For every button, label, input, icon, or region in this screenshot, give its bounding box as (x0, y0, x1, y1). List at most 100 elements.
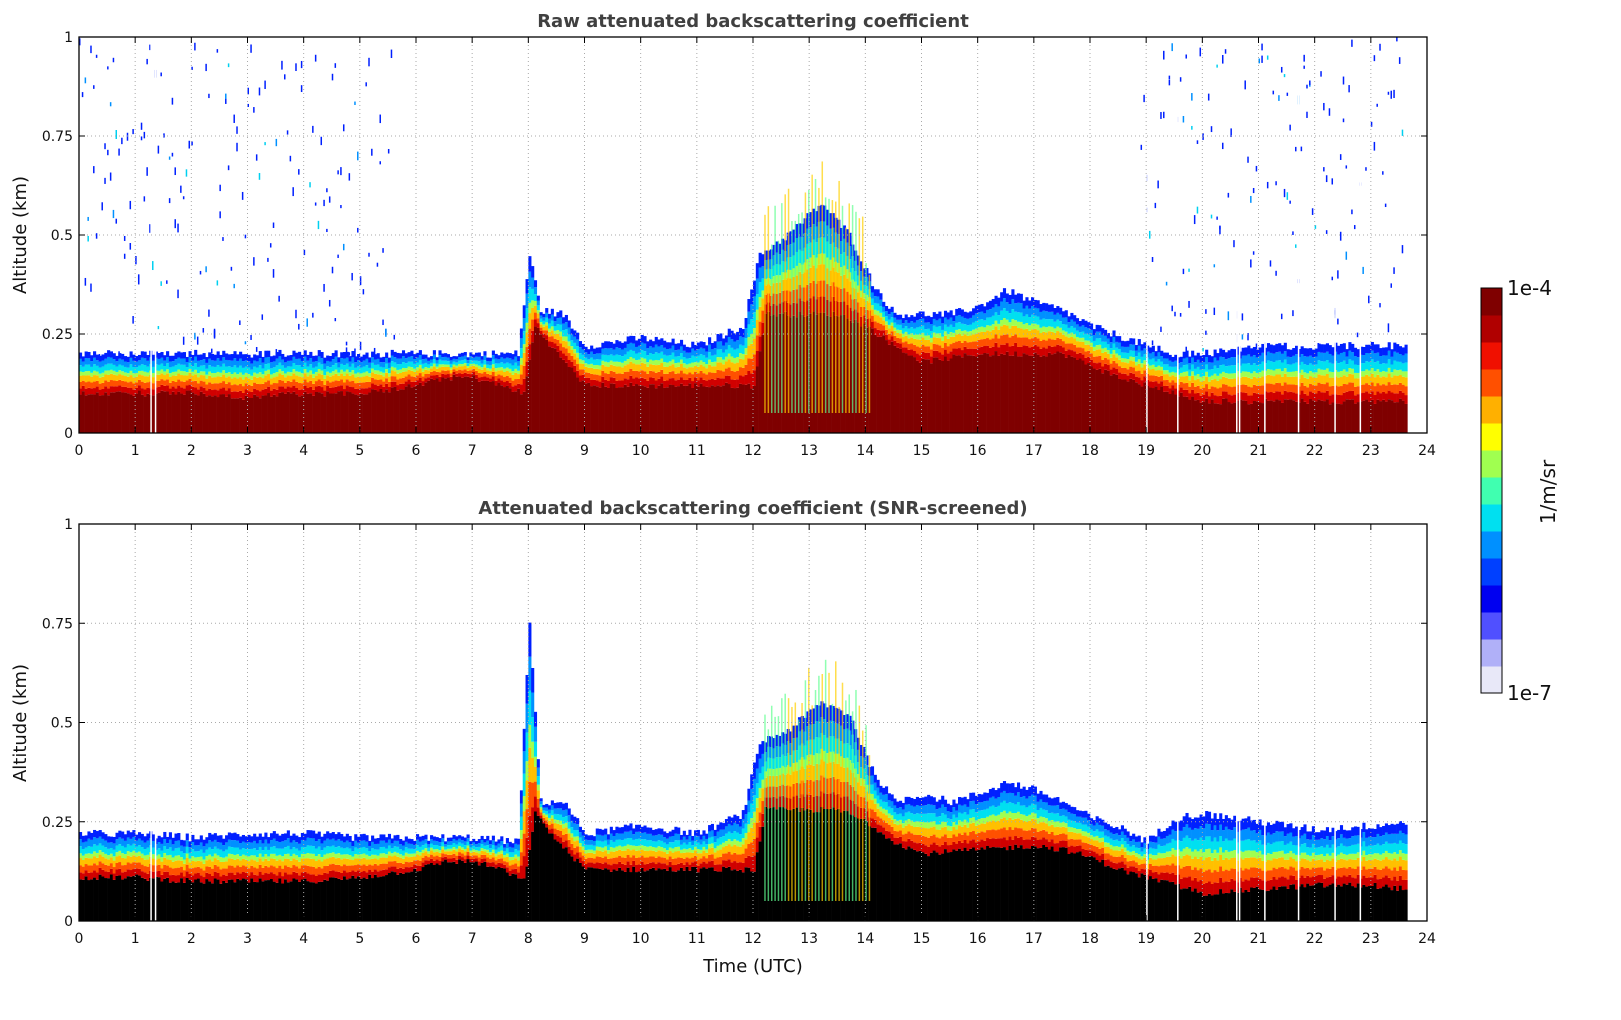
heatmap-cell (781, 261, 785, 273)
heatmap-cell (724, 335, 729, 343)
heatmap-saturated-cell (196, 395, 201, 433)
heatmap-cell (1199, 381, 1203, 389)
heatmap-cell (828, 285, 832, 302)
heatmap-cell (1078, 341, 1082, 348)
heatmap-cell (1064, 310, 1068, 318)
heatmap-cell (1028, 339, 1032, 348)
heatmap-cell (413, 371, 417, 377)
noise-speckle (1289, 200, 1291, 204)
heatmap-cell (1325, 382, 1330, 391)
heatmap-cell (1370, 382, 1374, 392)
heatmap-cell (275, 365, 279, 372)
heatmap-saturated-cell (393, 386, 397, 433)
heatmap-cell (660, 338, 664, 346)
heatmap-cell (199, 375, 203, 381)
heatmap-cell (1053, 321, 1057, 329)
heatmap-cell (1255, 357, 1259, 366)
heatmap-cell (236, 854, 240, 859)
heatmap-cell (831, 296, 835, 312)
noise-speckle (1365, 167, 1367, 171)
heatmap-cell (194, 363, 198, 370)
heatmap-cell (326, 380, 330, 386)
heatmap-cell (1193, 362, 1198, 369)
heatmap-cell (601, 348, 605, 355)
heatmap-cell (1247, 395, 1251, 405)
heatmap-cell (710, 366, 714, 373)
convective-spike (858, 218, 861, 413)
heatmap-cell (1039, 340, 1043, 349)
heatmap-cell (250, 836, 254, 843)
heatmap-cell (1090, 323, 1094, 330)
heatmap-cell (986, 325, 990, 331)
heatmap-cell (480, 369, 484, 374)
noise-speckle (1165, 281, 1168, 286)
heatmap-cell (884, 329, 889, 335)
heatmap-cell (564, 314, 568, 323)
heatmap-saturated-cell (236, 878, 240, 921)
heatmap-cell (941, 354, 945, 361)
heatmap-cell (314, 386, 319, 393)
heatmap-cell (1292, 371, 1296, 377)
noise-speckle (1160, 326, 1162, 332)
heatmap-cell (1165, 358, 1169, 365)
heatmap-cell (915, 334, 919, 340)
heatmap-cell (208, 866, 212, 875)
heatmap-cell (441, 373, 445, 378)
heatmap-cell (199, 856, 203, 862)
heatmap-cell (764, 269, 768, 279)
heatmap-cell (643, 358, 647, 364)
heatmap-cell (806, 300, 810, 316)
heatmap-cell (750, 333, 754, 344)
heatmap-cell (1022, 300, 1026, 309)
heatmap-cell (519, 358, 524, 365)
heatmap-cell (778, 303, 782, 314)
heatmap-cell (410, 367, 414, 371)
heatmap-cell (637, 378, 641, 386)
heatmap-cell (163, 385, 167, 392)
heatmap-cell (713, 372, 717, 380)
heatmap-cell (1112, 349, 1116, 355)
heatmap-cell (118, 364, 122, 371)
heatmap-cell (789, 278, 793, 292)
heatmap-cell (365, 352, 369, 359)
heatmap-cell (649, 377, 653, 385)
heatmap-cell (553, 316, 557, 322)
heatmap-cell (253, 833, 257, 841)
heatmap-cell (1014, 294, 1018, 304)
heatmap-cell (1280, 385, 1285, 395)
heatmap-cell (668, 355, 672, 362)
heatmap-cell (272, 367, 276, 374)
noise-speckle (90, 45, 92, 54)
heatmap-cell (578, 341, 582, 348)
heatmap-cell (258, 365, 262, 373)
heatmap-cell (1292, 392, 1296, 401)
heatmap-cell (93, 351, 97, 358)
heatmap-cell (1104, 357, 1108, 364)
heatmap-saturated-cell (792, 315, 796, 433)
heatmap-cell (309, 380, 313, 387)
heatmap-cell (671, 378, 675, 386)
heatmap-cell (208, 388, 212, 396)
heatmap-cell (887, 333, 891, 340)
heatmap-cell (118, 385, 122, 392)
heatmap-cell (1370, 368, 1374, 374)
noise-speckle (1325, 175, 1328, 183)
heatmap-cell (1014, 303, 1018, 312)
heatmap-cell (1112, 354, 1116, 361)
noise-speckle (126, 132, 129, 141)
heatmap-cell (1373, 395, 1377, 404)
heatmap-saturated-cell (123, 878, 128, 921)
heatmap-cell (755, 319, 759, 336)
heatmap-cell (1126, 359, 1130, 364)
heatmap-cell (458, 360, 462, 364)
heatmap-cell (104, 386, 108, 393)
heatmap-cell (663, 366, 667, 374)
heatmap-cell (404, 376, 408, 382)
heatmap-cell (955, 334, 959, 342)
heatmap-cell (696, 366, 700, 374)
heatmap-cell (368, 367, 372, 374)
heatmap-saturated-cell (1075, 359, 1080, 433)
heatmap-cell (98, 854, 102, 862)
heatmap-saturated-cell (744, 384, 748, 433)
heatmap-cell (95, 365, 99, 372)
